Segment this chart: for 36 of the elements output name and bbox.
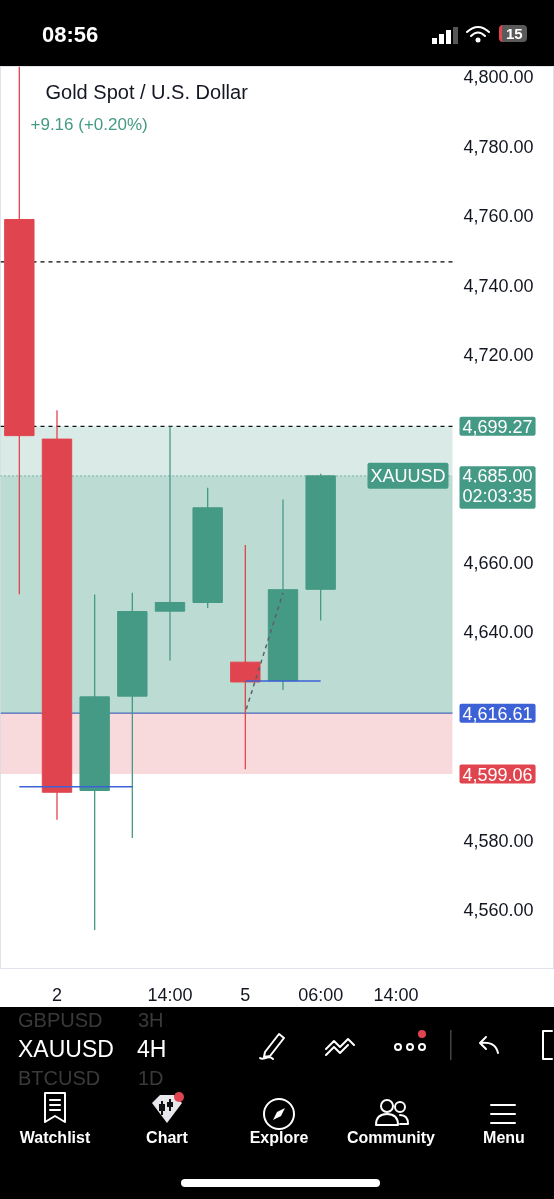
y-tick-label: 4,560.00 (463, 900, 534, 921)
text: 08:56 (42, 22, 99, 48)
x-tick-label: 14:00 (147, 984, 193, 1005)
text: Menu (483, 1129, 525, 1148)
band-label: 4,699.27 (462, 416, 533, 437)
y-tick-label: 4,580.00 (463, 830, 534, 851)
text: +9.16 (+0.20%) (30, 115, 148, 134)
text: 15 (499, 25, 527, 43)
y-tick-label: 4,640.00 (463, 622, 534, 643)
band-label: 4,599.06 (462, 764, 533, 785)
text: Gold Spot / U.S. Dollar (45, 80, 249, 103)
ref-line-label: 4,685.00 02:03:35 (462, 466, 533, 506)
ref-line-label: 4,616.61 (462, 703, 533, 724)
text: 4H (137, 1036, 167, 1063)
x-tick-label: 5 (240, 984, 251, 1005)
y-tick-label: 4,660.00 (463, 553, 534, 574)
text: Community (347, 1129, 435, 1148)
text: 3H (138, 1009, 164, 1032)
text: BTCUSD (18, 1067, 101, 1090)
candlestick (154, 425, 186, 662)
text: Chart (146, 1129, 188, 1148)
candlestick (230, 544, 261, 771)
annotation: XAUUSD (370, 465, 446, 486)
y-tick-label: 4,800.00 (463, 67, 534, 88)
text: 1D (138, 1067, 164, 1090)
y-tick-label: 4,760.00 (463, 206, 534, 227)
y-tick-label: 4,720.00 (463, 344, 534, 365)
text: Watchlist (19, 1129, 91, 1148)
y-tick-label: 4,780.00 (463, 136, 534, 157)
x-tick-label: 14:00 (373, 984, 419, 1005)
y-tick-label: 4,740.00 (463, 275, 534, 296)
text: GBPUSD (18, 1009, 103, 1032)
text: Explore (249, 1129, 309, 1148)
text: XAUUSD (18, 1036, 114, 1063)
x-tick-label: 06:00 (298, 984, 344, 1005)
x-tick-label: 2 (51, 984, 63, 1005)
